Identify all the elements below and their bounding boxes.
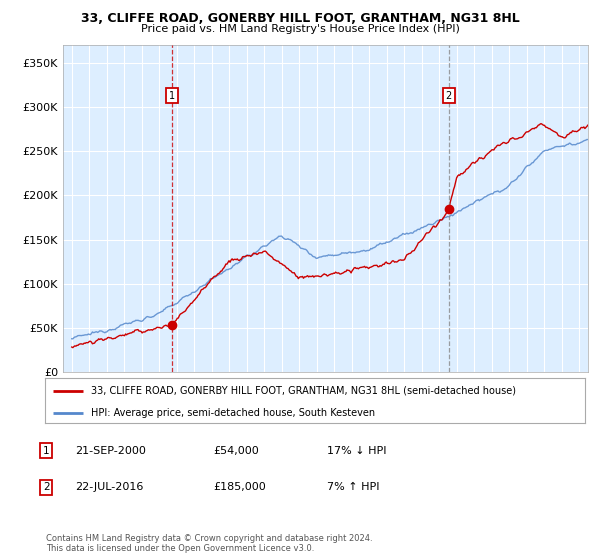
Text: £185,000: £185,000 [213,482,266,492]
Text: 33, CLIFFE ROAD, GONERBY HILL FOOT, GRANTHAM, NG31 8HL (semi-detached house): 33, CLIFFE ROAD, GONERBY HILL FOOT, GRAN… [91,385,516,395]
Text: £54,000: £54,000 [213,446,259,456]
Text: 1: 1 [43,446,50,456]
Text: 2: 2 [446,91,452,101]
Text: Contains HM Land Registry data © Crown copyright and database right 2024.
This d: Contains HM Land Registry data © Crown c… [46,534,373,553]
Text: 7% ↑ HPI: 7% ↑ HPI [327,482,380,492]
Text: 2: 2 [43,482,50,492]
Text: 17% ↓ HPI: 17% ↓ HPI [327,446,386,456]
Text: 33, CLIFFE ROAD, GONERBY HILL FOOT, GRANTHAM, NG31 8HL: 33, CLIFFE ROAD, GONERBY HILL FOOT, GRAN… [80,12,520,25]
Text: 1: 1 [169,91,175,101]
Text: Price paid vs. HM Land Registry's House Price Index (HPI): Price paid vs. HM Land Registry's House … [140,24,460,34]
Text: HPI: Average price, semi-detached house, South Kesteven: HPI: Average price, semi-detached house,… [91,408,375,418]
Text: 22-JUL-2016: 22-JUL-2016 [75,482,143,492]
Text: 21-SEP-2000: 21-SEP-2000 [75,446,146,456]
